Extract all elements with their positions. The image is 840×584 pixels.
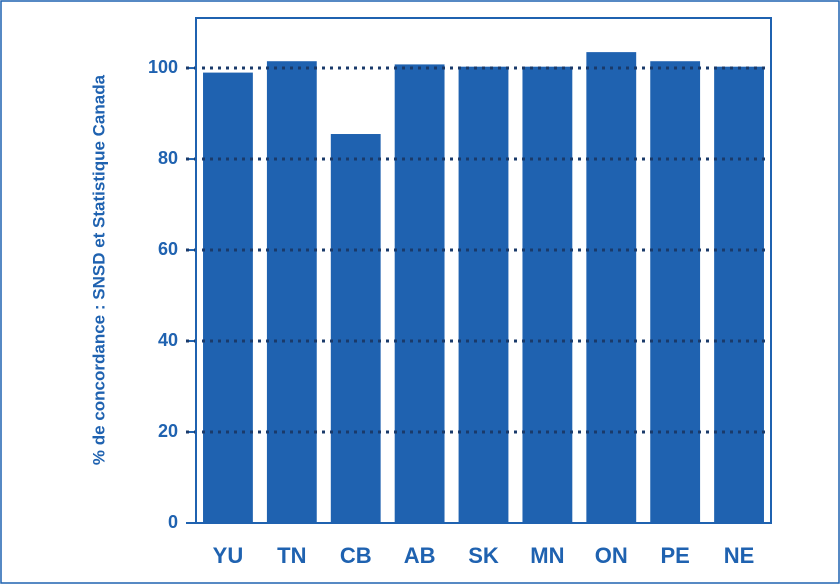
bar (394, 64, 445, 524)
x-tick-label: AB (404, 543, 436, 568)
x-tick-label: CB (340, 543, 372, 568)
x-tick-label: MN (530, 543, 564, 568)
x-tick-label: YU (213, 543, 244, 568)
x-tick-label: ON (595, 543, 628, 568)
bar (714, 66, 764, 524)
x-tick-label: NE (724, 543, 755, 568)
bar (458, 66, 509, 524)
bar (522, 66, 573, 524)
bar (650, 61, 701, 523)
plot-frame (195, 17, 772, 524)
y-tick-label: 0 (168, 512, 178, 532)
x-tick-label: TN (277, 543, 306, 568)
x-tick-label: PE (660, 543, 689, 568)
y-tick-label: 100 (148, 57, 178, 77)
y-tick-label: 40 (158, 330, 178, 350)
y-tick-label: 60 (158, 239, 178, 259)
x-tick-label: SK (468, 543, 499, 568)
bar (586, 52, 637, 524)
bar (330, 134, 381, 523)
y-tick-label: 80 (158, 148, 178, 168)
y-axis-label: % de concordance : SNSD et Statistique C… (89, 74, 108, 465)
y-tick-label: 20 (158, 421, 178, 441)
bar (266, 61, 317, 523)
bar (203, 72, 253, 523)
